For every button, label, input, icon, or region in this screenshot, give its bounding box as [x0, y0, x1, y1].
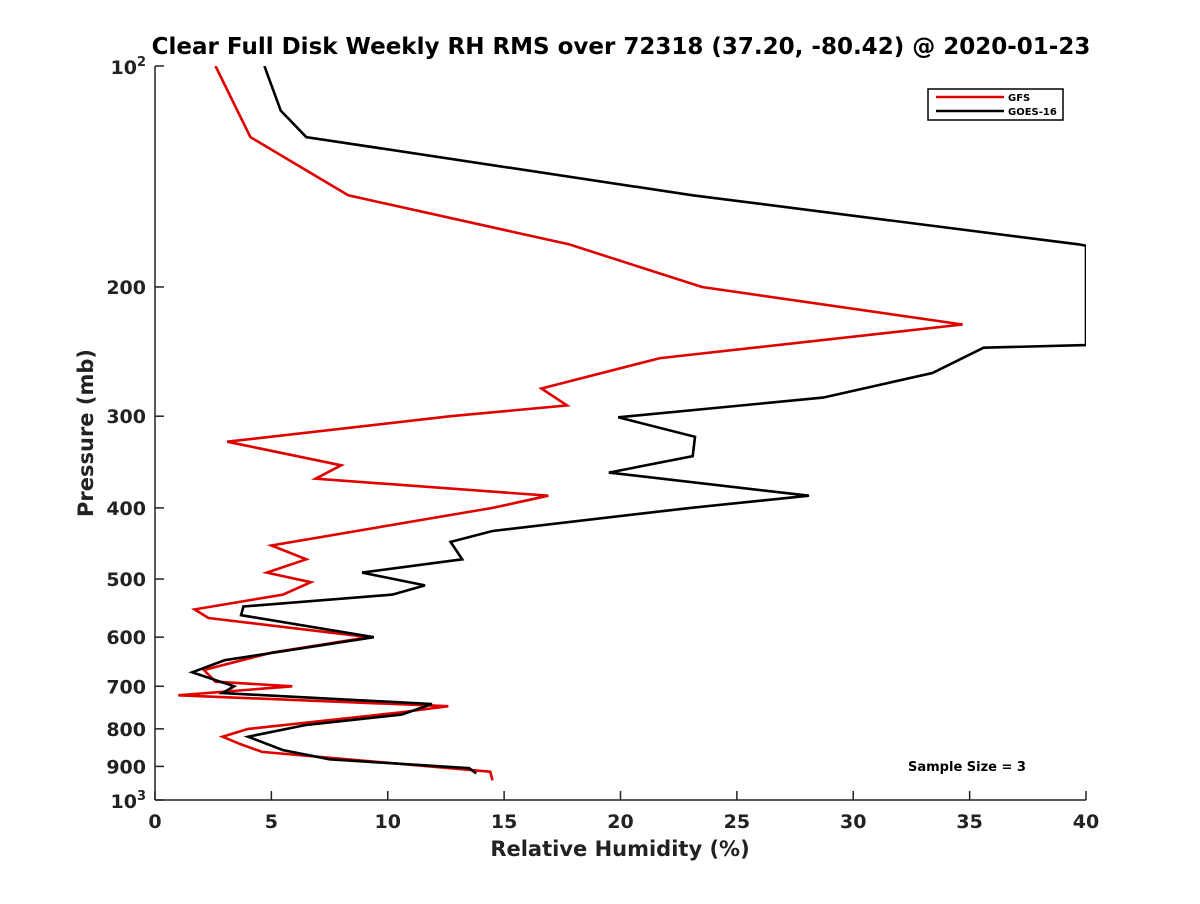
legend-box [927, 88, 1064, 121]
sample-size-annotation: Sample Size = 3 [908, 760, 1026, 775]
y-tick-label: 800 [106, 719, 146, 741]
x-tick-label: 40 [1073, 811, 1099, 833]
legend: GFS GOES-16 [927, 88, 1064, 121]
y-tick-label: 200 [106, 277, 146, 299]
y-tick-label: 900 [106, 756, 146, 778]
x-tick-label: 30 [840, 811, 866, 833]
y-tick-label: 400 [106, 498, 146, 520]
x-tick-label: 10 [375, 811, 401, 833]
x-axis-label: Relative Humidity (%) [490, 837, 749, 861]
x-tick-label: 35 [956, 811, 982, 833]
legend-label-goes16: GOES-16 [1008, 107, 1057, 118]
y-tick-label: 700 [106, 676, 146, 698]
x-tick-label: 5 [265, 811, 278, 833]
y-tick-label: 600 [106, 627, 146, 649]
series-line-gfs [178, 66, 963, 781]
legend-label-gfs: GFS [1008, 93, 1030, 104]
x-tick-label: 0 [148, 811, 161, 833]
series-line-goes-16 [188, 66, 1086, 775]
x-tick-label: 20 [607, 811, 633, 833]
plot-area [178, 66, 1086, 781]
y-tick-label: 102 [111, 55, 147, 79]
y-axis-label: Pressure (mb) [74, 349, 98, 517]
chart-title: Clear Full Disk Weekly RH RMS over 72318… [152, 34, 1091, 60]
x-tick-label: 25 [724, 811, 750, 833]
y-tick-label: 500 [106, 569, 146, 591]
y-tick-label: 300 [106, 406, 146, 428]
y-tick-label: 103 [111, 789, 147, 813]
x-tick-label: 15 [491, 811, 517, 833]
axes: 0 5 10 15 20 25 30 35 40 102 200 300 400 500 600 700 800… [106, 55, 1099, 833]
